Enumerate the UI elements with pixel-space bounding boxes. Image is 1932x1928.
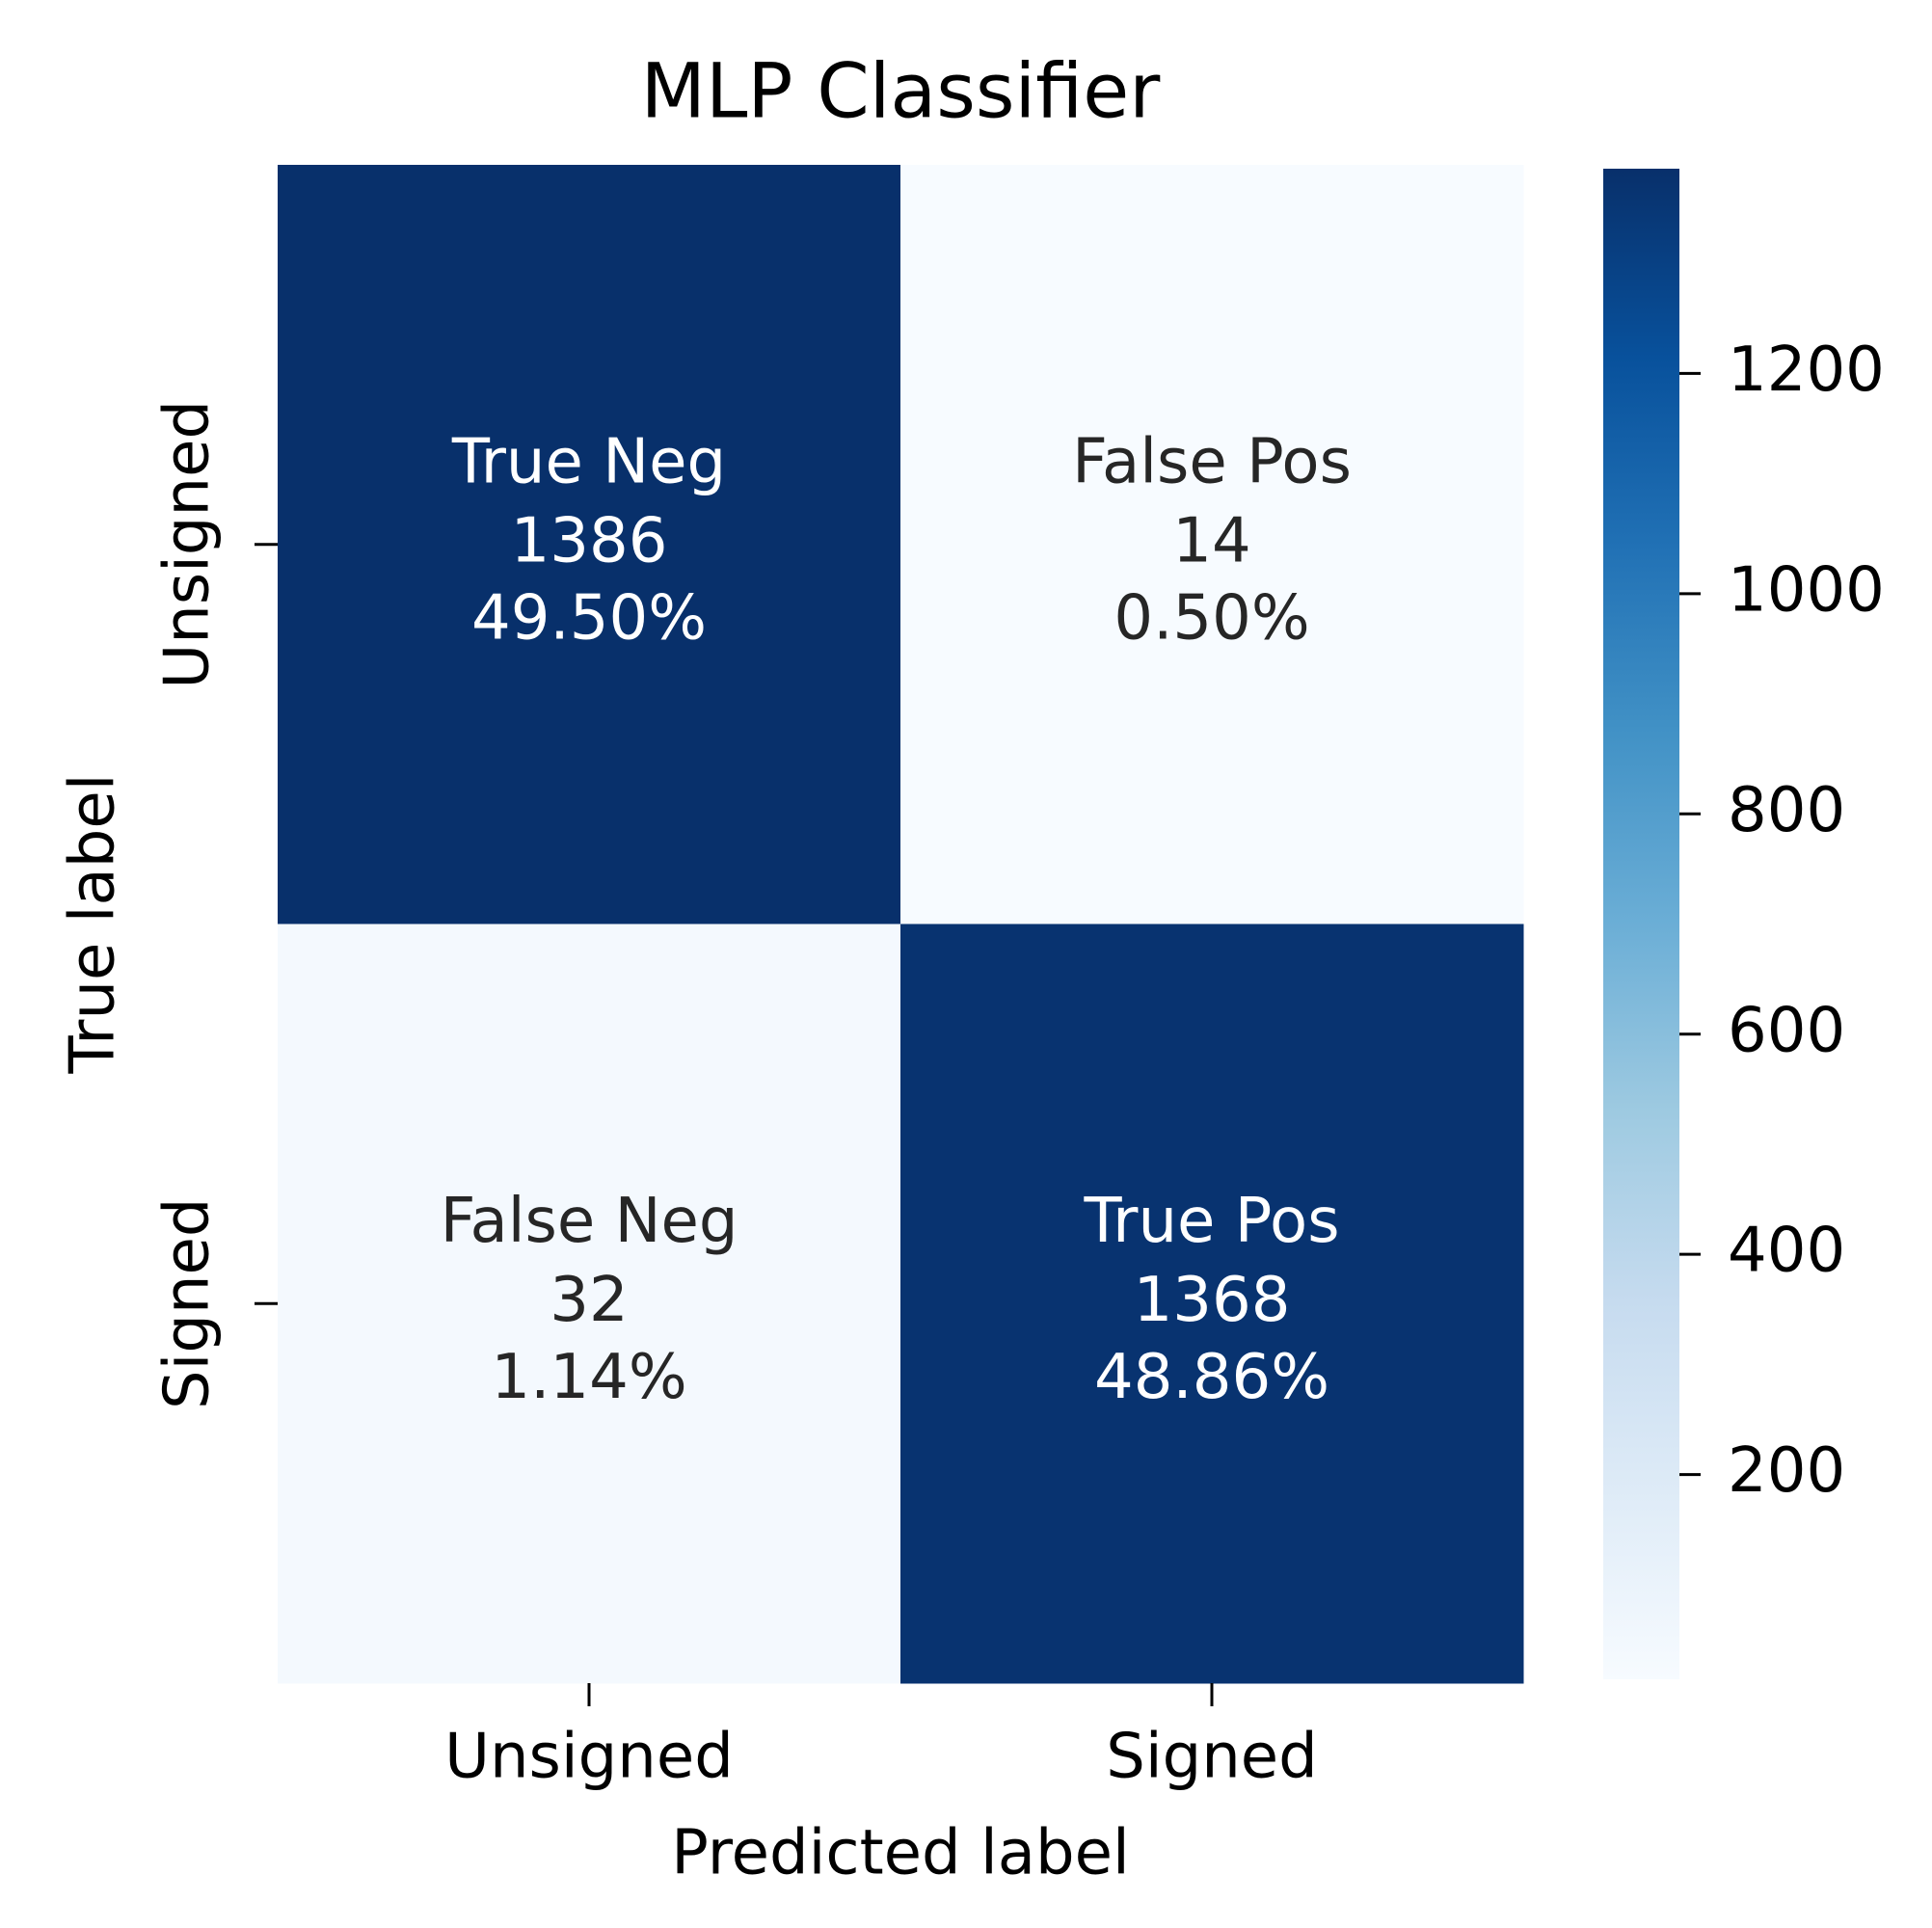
cell-value-label: 1368 [1134,1265,1291,1336]
cell-value-label: 32 [550,1265,628,1336]
colorbar [1603,169,1679,1679]
x-tick-label: Unsigned [444,1722,734,1793]
colorbar-tick-label: 1000 [1728,554,1885,626]
heatmap-cell [900,924,1524,1684]
cell-percent-label: 1.14% [491,1342,686,1413]
cell-group-label: False Neg [441,1186,738,1257]
cell-percent-label: 49.50% [471,582,707,654]
colorbar-tick-label: 600 [1728,995,1845,1066]
colorbar-tick-label: 200 [1728,1435,1845,1507]
cell-percent-label: 48.86% [1094,1342,1329,1413]
chart-title: MLP Classifier [641,48,1162,135]
cell-value-label: 14 [1172,505,1250,576]
colorbar-tick-label: 400 [1728,1216,1845,1287]
heatmap-cell [278,165,901,924]
colorbar-tick-label: 1200 [1728,335,1885,406]
cell-group-label: True Neg [451,426,726,497]
cell-value-label: 1386 [511,505,668,576]
cell-percent-label: 0.50% [1114,582,1309,654]
heatmap-cell [900,165,1524,924]
heatmap-cell [278,924,901,1684]
x-tick-label: Signed [1106,1722,1318,1793]
y-tick-label: Unsigned [152,400,224,689]
y-axis-label: True label [58,773,129,1074]
y-tick-label: Signed [152,1197,224,1409]
cell-group-label: False Pos [1072,426,1352,497]
colorbar-tick-label: 800 [1728,775,1845,846]
x-axis-label: Predicted label [671,1818,1130,1889]
cell-group-label: True Pos [1083,1186,1339,1257]
